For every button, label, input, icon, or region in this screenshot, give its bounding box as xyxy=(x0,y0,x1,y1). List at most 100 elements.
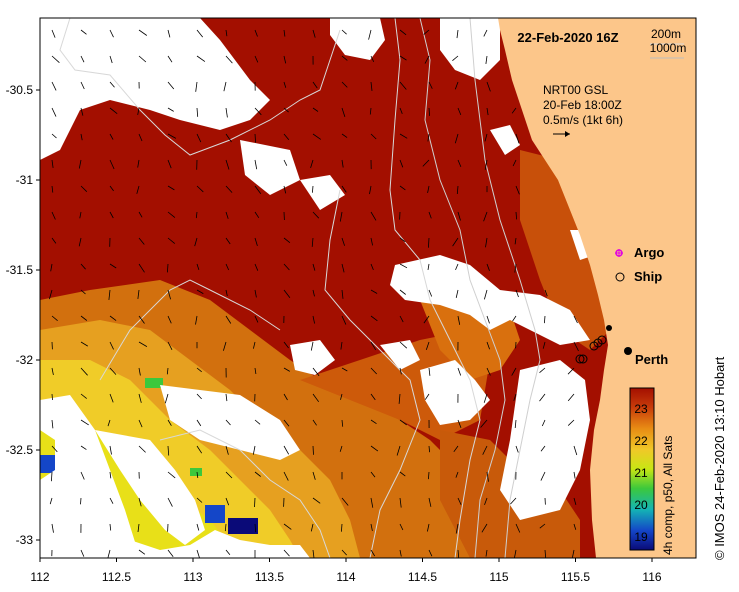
current-arrow xyxy=(167,159,172,169)
current-arrow xyxy=(167,237,176,244)
current-arrow xyxy=(167,29,171,38)
current-arrow xyxy=(540,445,546,452)
current-arrow xyxy=(311,237,314,247)
current-arrow xyxy=(196,497,203,503)
current-arrow xyxy=(341,315,347,325)
current-arrow xyxy=(573,341,579,352)
current-arrow xyxy=(51,237,57,244)
isobath-1000m-label: 1000m xyxy=(650,41,687,55)
current-arrow xyxy=(80,445,87,450)
lat-tick-label: -32 xyxy=(16,353,34,367)
current-arrow xyxy=(254,523,257,533)
current-arrow xyxy=(225,29,228,37)
current-arrow xyxy=(457,159,462,168)
current-arrow xyxy=(195,81,198,92)
current-arrow xyxy=(225,419,231,426)
current-arrow xyxy=(486,315,490,324)
current-arrow xyxy=(283,549,290,557)
current-arrow xyxy=(109,523,112,531)
current-arrow xyxy=(428,497,432,507)
current-arrow xyxy=(283,445,290,455)
current-arrow xyxy=(51,523,54,533)
ship-icon xyxy=(615,272,625,282)
current-arrow xyxy=(485,549,488,557)
current-arrow xyxy=(254,29,258,37)
current-arrow xyxy=(283,237,291,244)
lon-tick-label: 115.5 xyxy=(561,570,590,584)
current-arrow xyxy=(573,315,578,324)
current-arrow xyxy=(167,81,175,90)
current-arrow xyxy=(310,341,314,351)
lat-tick-label: -30.5 xyxy=(6,83,34,97)
current-arrow xyxy=(540,471,546,481)
current-arrow xyxy=(107,419,111,427)
current-arrow xyxy=(428,445,430,453)
current-arrow xyxy=(167,341,173,350)
current-arrow xyxy=(283,159,288,166)
current-arrow xyxy=(370,549,376,557)
current-arrow xyxy=(312,289,315,297)
current-arrow xyxy=(225,445,229,455)
lat-tick-label: -31.5 xyxy=(6,263,34,277)
credit-text: © IMOS 24-Feb-2020 13:10 Hobart xyxy=(712,356,727,560)
current-arrow xyxy=(399,471,406,477)
current-arrow xyxy=(567,393,575,402)
current-arrow xyxy=(486,107,489,116)
current-arrow xyxy=(341,367,348,372)
current-arrow xyxy=(428,211,432,219)
current-arrow xyxy=(370,445,379,452)
argo-icon xyxy=(615,249,623,257)
current-arrow xyxy=(512,315,517,322)
colorbar-tick: 20 xyxy=(634,498,648,512)
current-arrow xyxy=(514,237,517,245)
current-arrow xyxy=(423,315,430,324)
ship-label: Ship xyxy=(634,269,662,284)
current-arrow xyxy=(370,289,378,294)
current-arrow xyxy=(541,419,546,427)
current-arrow xyxy=(312,211,320,219)
current-arrow xyxy=(137,289,140,299)
current-arrow xyxy=(283,419,290,427)
current-arrow xyxy=(225,237,231,245)
current-arrow xyxy=(457,107,462,116)
lon-tick-label: 112 xyxy=(30,570,49,584)
current-arrow xyxy=(310,523,314,532)
current-arrow xyxy=(539,523,546,529)
current-arrow xyxy=(254,497,256,508)
current-arrow xyxy=(196,549,200,558)
current-arrow xyxy=(138,497,142,507)
current-arrow xyxy=(484,497,488,506)
current-arrow xyxy=(486,471,489,482)
current-arrow xyxy=(225,159,230,170)
current-arrow xyxy=(254,211,260,219)
current-arrow xyxy=(138,133,143,142)
current-arrow xyxy=(455,471,459,478)
current-arrow xyxy=(254,55,259,63)
current-arrow xyxy=(341,159,344,168)
current-arrow xyxy=(341,185,347,193)
current-arrow xyxy=(254,133,256,143)
current-arrow xyxy=(370,367,377,375)
current-arrow xyxy=(167,419,172,426)
current-arrow xyxy=(167,133,177,139)
current-arrow xyxy=(312,133,322,140)
current-arrow xyxy=(515,211,517,220)
current-arrow xyxy=(573,471,576,479)
current-vectors xyxy=(49,29,579,558)
current-arrow xyxy=(483,393,488,403)
current-arrow xyxy=(225,55,233,64)
current-arrow xyxy=(224,523,227,532)
current-arrow xyxy=(399,237,406,243)
current-arrow xyxy=(196,419,202,427)
current-arrow xyxy=(427,523,430,532)
current-arrow xyxy=(254,185,262,194)
current-arrow xyxy=(167,289,171,300)
current-arrow xyxy=(310,159,314,169)
current-arrow xyxy=(370,55,375,62)
current-arrow xyxy=(51,81,57,91)
current-arrow xyxy=(457,211,461,221)
current-arrow xyxy=(455,289,459,298)
current-arrow xyxy=(138,263,145,273)
current-arrow xyxy=(515,445,519,453)
